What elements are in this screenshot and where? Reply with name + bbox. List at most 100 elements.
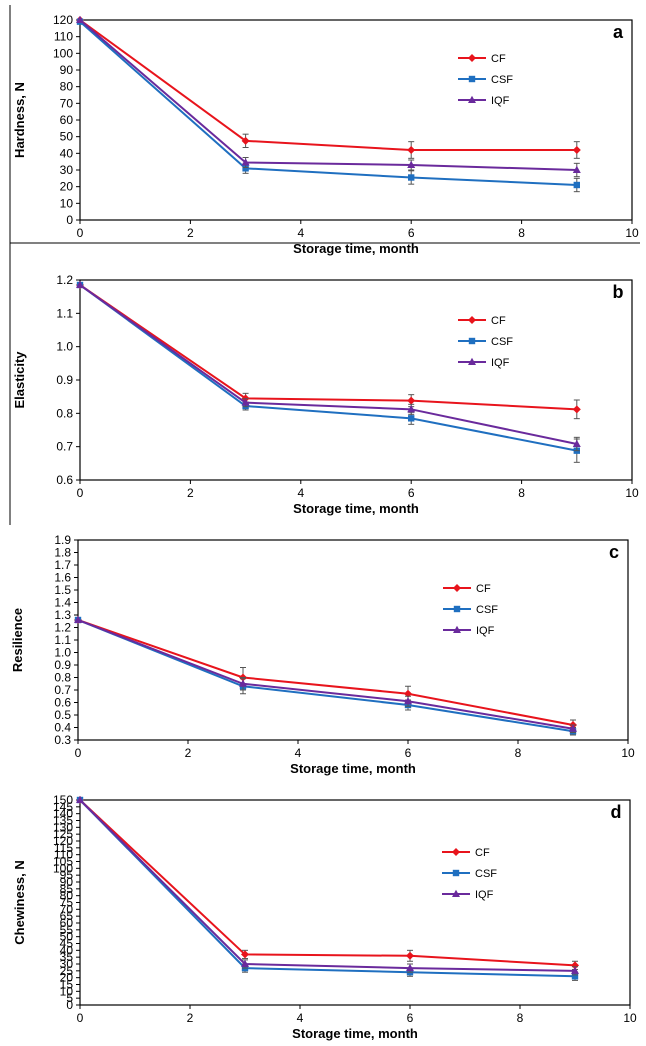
panel-letter: c [609, 542, 619, 562]
y-tick-label: 0 [66, 213, 73, 227]
y-tick-label: 1.3 [54, 608, 71, 622]
legend-label: CF [476, 583, 491, 595]
y-tick-label: 1.1 [56, 306, 73, 320]
y-axis-title: Elasticity [12, 351, 27, 409]
data-point-diamond [468, 316, 476, 324]
series-iqf [76, 795, 579, 976]
y-tick-label: 0.8 [54, 671, 71, 685]
data-point-triangle [572, 165, 581, 173]
y-tick-label: 85 [60, 882, 74, 896]
series-line-csf [79, 284, 577, 452]
y-tick-label: 20 [60, 971, 74, 985]
y-tick-label: 1.5 [54, 583, 71, 597]
y-tick-label: 45 [60, 937, 74, 951]
legend-entry-iqf: IQF [458, 95, 510, 107]
x-axis-title: Storage time, month [293, 501, 419, 516]
y-tick-label: 120 [53, 13, 73, 27]
x-tick-label: 2 [187, 1011, 194, 1025]
data-point-square [452, 869, 460, 877]
y-tick-label: 30 [60, 957, 74, 971]
legend-label: CSF [475, 868, 497, 880]
y-tick-label: 1.2 [54, 621, 71, 635]
y-tick-label: 35 [60, 950, 74, 964]
legend-label: IQF [491, 95, 510, 107]
y-tick-label: 1.4 [54, 596, 71, 610]
y-tick-label: 70 [60, 902, 74, 916]
data-point-triangle [76, 280, 84, 288]
x-tick-label: 8 [515, 746, 522, 760]
data-point-square [408, 415, 415, 422]
legend-entry-cf: CF [443, 583, 491, 595]
y-tick-label: 110 [54, 848, 73, 862]
y-tick-label: 15 [60, 978, 74, 992]
y-tick-label: 100 [53, 861, 73, 875]
series-line-iqf [79, 284, 578, 445]
data-point-diamond [571, 961, 579, 970]
legend-label: CSF [476, 604, 498, 616]
x-tick-label: 10 [625, 226, 639, 240]
y-axis-title: Hardness, N [12, 82, 27, 158]
series-line-csf [77, 619, 574, 733]
data-point-diamond [241, 950, 249, 959]
x-axis-title: Storage time, month [293, 241, 419, 256]
data-point-square [571, 973, 579, 980]
x-tick-label: 10 [625, 486, 639, 500]
x-tick-label: 2 [187, 226, 194, 240]
x-tick-label: 0 [77, 486, 84, 500]
data-point-triangle [407, 160, 416, 168]
data-point-triangle [74, 615, 82, 623]
y-tick-label: 1.0 [54, 646, 71, 660]
y-tick-label: 150 [53, 793, 73, 807]
y-tick-label: 1.7 [54, 558, 71, 572]
data-point-square [573, 181, 580, 189]
y-tick-label: 0.5 [54, 708, 71, 722]
chart-panel-d: 0510152025303540455055606570758085909510… [12, 793, 637, 1041]
y-tick-label: 40 [60, 943, 74, 957]
y-tick-label: 0.6 [56, 473, 73, 487]
y-tick-label: 105 [53, 855, 73, 869]
legend-label: IQF [476, 625, 495, 637]
legend-entry-cf: CF [458, 53, 506, 65]
series-cf [76, 796, 579, 970]
data-point-triangle [76, 15, 84, 23]
y-tick-label: 1.8 [54, 546, 71, 560]
legend-entry-iqf: IQF [458, 357, 510, 369]
legend-label: CSF [491, 336, 513, 348]
y-axis-title: Chewiness, N [12, 860, 27, 945]
series-cf [76, 281, 581, 420]
x-tick-label: 2 [187, 486, 194, 500]
plot-frame [77, 539, 629, 741]
y-tick-label: 80 [60, 80, 74, 94]
series-line-cf [79, 19, 577, 151]
y-tick-label: 100 [53, 46, 73, 60]
data-point-triangle [239, 679, 247, 687]
legend-label: CSF [491, 74, 513, 86]
data-point-triangle [241, 398, 250, 406]
y-tick-label: 90 [60, 63, 74, 77]
series-iqf [76, 280, 581, 452]
y-tick-label: 75 [60, 896, 74, 910]
legend-entry-cf: CF [458, 315, 506, 327]
y-tick-label: 80 [60, 889, 74, 903]
y-tick-label: 0.9 [54, 658, 71, 672]
y-tick-label: 1.9 [54, 533, 71, 547]
series-cf [74, 616, 577, 731]
plot-frame [79, 279, 633, 481]
y-tick-label: 140 [53, 807, 73, 821]
x-tick-label: 0 [77, 226, 84, 240]
y-tick-label: 90 [60, 875, 74, 889]
y-tick-label: 0.8 [56, 406, 73, 420]
y-tick-label: 60 [60, 113, 74, 127]
y-tick-label: 145 [53, 800, 73, 814]
chart-panel-a: 0 10 20 30 40 50 60 70 80 90 100 110 120 0 2 4 6 8 10 Stora… [12, 13, 639, 256]
x-tick-label: 4 [297, 226, 304, 240]
panel-letter: a [613, 22, 624, 42]
legend-label: CF [491, 315, 506, 327]
data-point-diamond [572, 146, 581, 154]
data-point-square [242, 165, 249, 172]
data-point-square [468, 75, 476, 83]
y-tick-label: 130 [53, 820, 73, 834]
series-line-cf [79, 799, 576, 967]
y-tick-label: 1.2 [56, 273, 73, 287]
y-tick-label: 0.7 [56, 440, 73, 454]
